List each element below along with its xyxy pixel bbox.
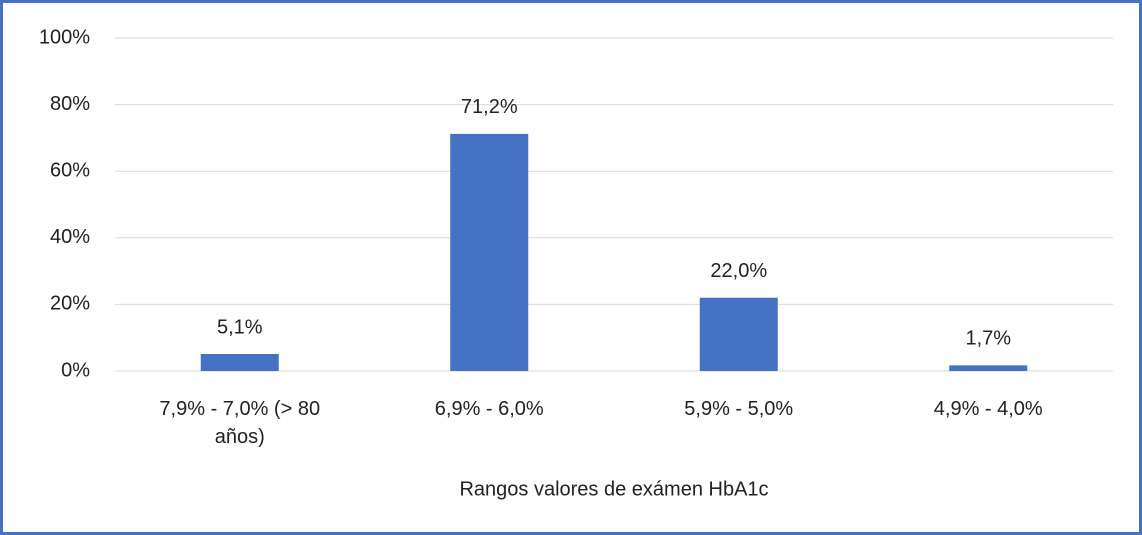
x-axis-title: Rangos valores de exámen HbA1c [459, 478, 768, 500]
y-tick-label: 0% [61, 359, 90, 381]
chart: Rangos valores de exámen HbA1c 0% 20% 40% 6… [39, 26, 1113, 500]
x-tick-label: 6,9% - 6,0% [434, 398, 544, 420]
y-tick-label: 20% [50, 293, 90, 315]
data-label: 1,7% [965, 328, 1011, 350]
data-label: 22,0% [710, 260, 767, 282]
y-tick-label: 40% [50, 226, 90, 248]
x-tick-label: 4,9% - 4,0% [933, 398, 1043, 420]
bar [200, 354, 279, 371]
bar [450, 133, 529, 371]
bar [949, 365, 1028, 371]
data-label: 71,2% [461, 96, 518, 118]
x-tick-label: 7,9% - 7,0% (> 80 años) [159, 398, 321, 448]
y-tick-label: 60% [50, 159, 90, 181]
x-tick-label: 5,9% - 5,0% [684, 398, 794, 420]
y-tick-label: 80% [50, 93, 90, 115]
y-tick-label: 100% [39, 26, 90, 48]
bar [699, 297, 778, 371]
data-label: 5,1% [217, 316, 263, 338]
